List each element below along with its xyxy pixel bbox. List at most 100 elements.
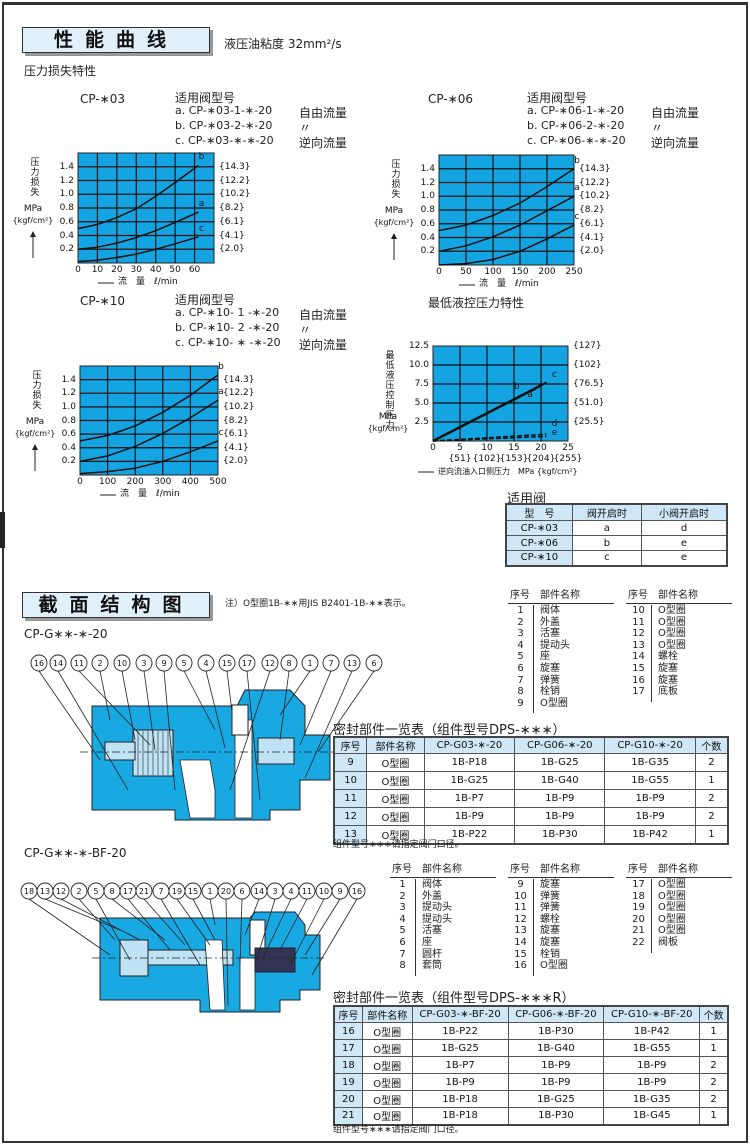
part-number: 9 [517, 879, 524, 890]
part-number: 5 [399, 925, 406, 937]
cell: 1B-P9 [604, 789, 696, 808]
parts-no-header: 序号 [510, 590, 530, 601]
table-row: 10 O型圈 1B-G25 1B-G40 1B-G55 1 [333, 771, 729, 790]
header-cell: 型 号 [505, 503, 573, 521]
parts-no-header: 序号 [510, 864, 530, 875]
cell: a [571, 520, 643, 536]
header-cell: CP-G03-∗-BF-20 [411, 1005, 509, 1023]
cell: b [571, 535, 643, 551]
edge-mark [0, 512, 5, 548]
parts-no-header: 序号 [628, 864, 648, 875]
part-number: 8 [517, 686, 524, 698]
part-number: 19 [632, 902, 645, 914]
cell: 1B-G25 [411, 1039, 509, 1057]
part-name: 弹簧 [540, 902, 560, 914]
flow-type: 自由流量 [651, 106, 700, 120]
part-number: 22 [632, 936, 645, 948]
flow-type: 〃 [299, 323, 312, 337]
pressure-loss-subtitle: 压力损失特性 [24, 64, 97, 78]
header-cell: CP-G06-∗-20 [514, 736, 606, 754]
part-number: 11 [514, 902, 527, 914]
header-cell: 个数 [694, 736, 729, 754]
cell: 1B-G25 [507, 1090, 605, 1108]
part-number: 3 [517, 628, 524, 640]
part-number: 13 [514, 925, 527, 937]
parts-list-column: 序号 部件名称 10 11 12 13 14 15 16 17 O型圈 O型圈 O型圈 O型圈 螺栓 旋塞 旋塞… [626, 590, 734, 702]
part-name: 底板 [658, 686, 678, 698]
cell: 1 [694, 825, 729, 844]
parts-list-column: 序号 部件名称 1 2 3 4 5 6 7 8 阀体 外盖 提动头 提动头 活塞座圆杆 套筒 [390, 864, 498, 976]
part-name: 阀体 [540, 605, 560, 616]
part-name: O型圈 [658, 925, 686, 937]
model-code: a. CP-∗03-1-∗-20 [175, 104, 273, 117]
part-name: 旋塞 [540, 936, 560, 948]
cell: 2 [699, 1090, 729, 1108]
header-cell: 部件名称 [361, 1005, 413, 1023]
cell: 17 [333, 1039, 363, 1057]
part-number: 5 [517, 651, 524, 663]
table-row: 18 O型圈 1B-P7 1B-P9 1B-P9 2 [333, 1056, 729, 1074]
flow-type: 逆向流量 [299, 136, 348, 150]
table-row: CP-∗10 c e [505, 550, 728, 566]
seal2-title: 密封部件一览表（组件型号DPS-∗∗∗R） [333, 991, 575, 1006]
table-row: 12 O型圈 1B-P9 1B-P9 1B-P9 2 [333, 807, 729, 826]
header-cell: 序号 [333, 736, 368, 754]
cell: O型圈 [361, 1039, 413, 1057]
flow-type: 逆向流量 [299, 338, 348, 352]
cell: 2 [694, 807, 729, 826]
part-number: 15 [632, 662, 645, 674]
section-title-cross-section: 截面结构图 [22, 592, 210, 618]
part-name: 外盖 [540, 616, 560, 628]
part-number: 2 [517, 616, 524, 628]
part-name: O型圈 [658, 605, 686, 616]
header-cell: 个数 [699, 1005, 729, 1023]
cell: 1B-G55 [604, 771, 696, 790]
part-name: O型圈 [658, 913, 686, 925]
parts-name-header: 部件名称 [658, 864, 698, 875]
part-name: 栓销 [540, 948, 560, 960]
cell: 1B-P7 [423, 789, 516, 808]
table-header-row: 型 号 阀开启时 小阀开启时 [505, 503, 728, 521]
model1-label: CP-G∗∗-∗-20 [24, 627, 108, 641]
parts-list-column: 序号 部件名称 1 2 3 4 5 6 7 8 9 阀体 外盖 活塞 提动头座旋塞 弹簧 栓销 O型圈 [508, 590, 616, 714]
cell: 1B-P42 [603, 1022, 701, 1040]
part-name: O型圈 [658, 890, 686, 902]
cell: O型圈 [361, 1073, 413, 1091]
model-code: c. CP-∗06-∗-∗-20 [527, 134, 626, 147]
table-row: 17 O型圈 1B-G25 1B-G40 1B-G55 1 [333, 1039, 729, 1057]
model-code: a. CP-∗10- 1 -∗-20 [175, 306, 280, 319]
cell: 13 [333, 825, 368, 844]
part-number: 4 [399, 913, 406, 925]
cell: 1B-P18 [411, 1090, 509, 1108]
applicable-table: 型 号 阀开启时 小阀开启时 CP-∗03 a d CP-∗06 b e CP-∗10 c… [505, 503, 728, 567]
cell: 1B-G55 [603, 1039, 701, 1057]
part-number: 6 [517, 662, 524, 674]
table-header-row: 序号 部件名称 CP-G03-∗-20 CP-G06-∗-20 CP-G10-∗-20 个… [333, 736, 729, 754]
part-number: 14 [514, 936, 527, 948]
cell: 1 [699, 1022, 729, 1040]
part-name: O型圈 [540, 960, 568, 972]
cell: 1B-P9 [514, 807, 606, 826]
part-name: 旋塞 [658, 662, 678, 674]
cell: 18 [333, 1056, 363, 1074]
seal-table-2: 序号 部件名称 CP-G03-∗-BF-20 CP-G06-∗-BF-20 CP-G10… [333, 1005, 729, 1126]
cell: e [641, 535, 728, 551]
part-number: 6 [399, 936, 406, 948]
table-row: CP-∗03 a d [505, 520, 728, 536]
part-name: 提动头 [540, 639, 570, 651]
part-number: 2 [399, 890, 406, 902]
model-code: b. CP-∗03-2-∗-20 [175, 119, 273, 132]
part-number: 1 [517, 605, 524, 616]
cell: 11 [333, 789, 368, 808]
part-name: 旋塞 [540, 662, 560, 674]
cell: 2 [694, 753, 729, 772]
part-number: 20 [632, 913, 645, 925]
cell: 1B-P42 [604, 825, 696, 844]
cell: 1B-G25 [514, 753, 606, 772]
part-number: 7 [517, 674, 524, 686]
cell: 1B-P9 [514, 789, 606, 808]
part-number: 8 [399, 960, 406, 972]
cell: O型圈 [366, 807, 425, 826]
part-name: O型圈 [658, 902, 686, 914]
part-name: 阀板 [658, 936, 678, 948]
